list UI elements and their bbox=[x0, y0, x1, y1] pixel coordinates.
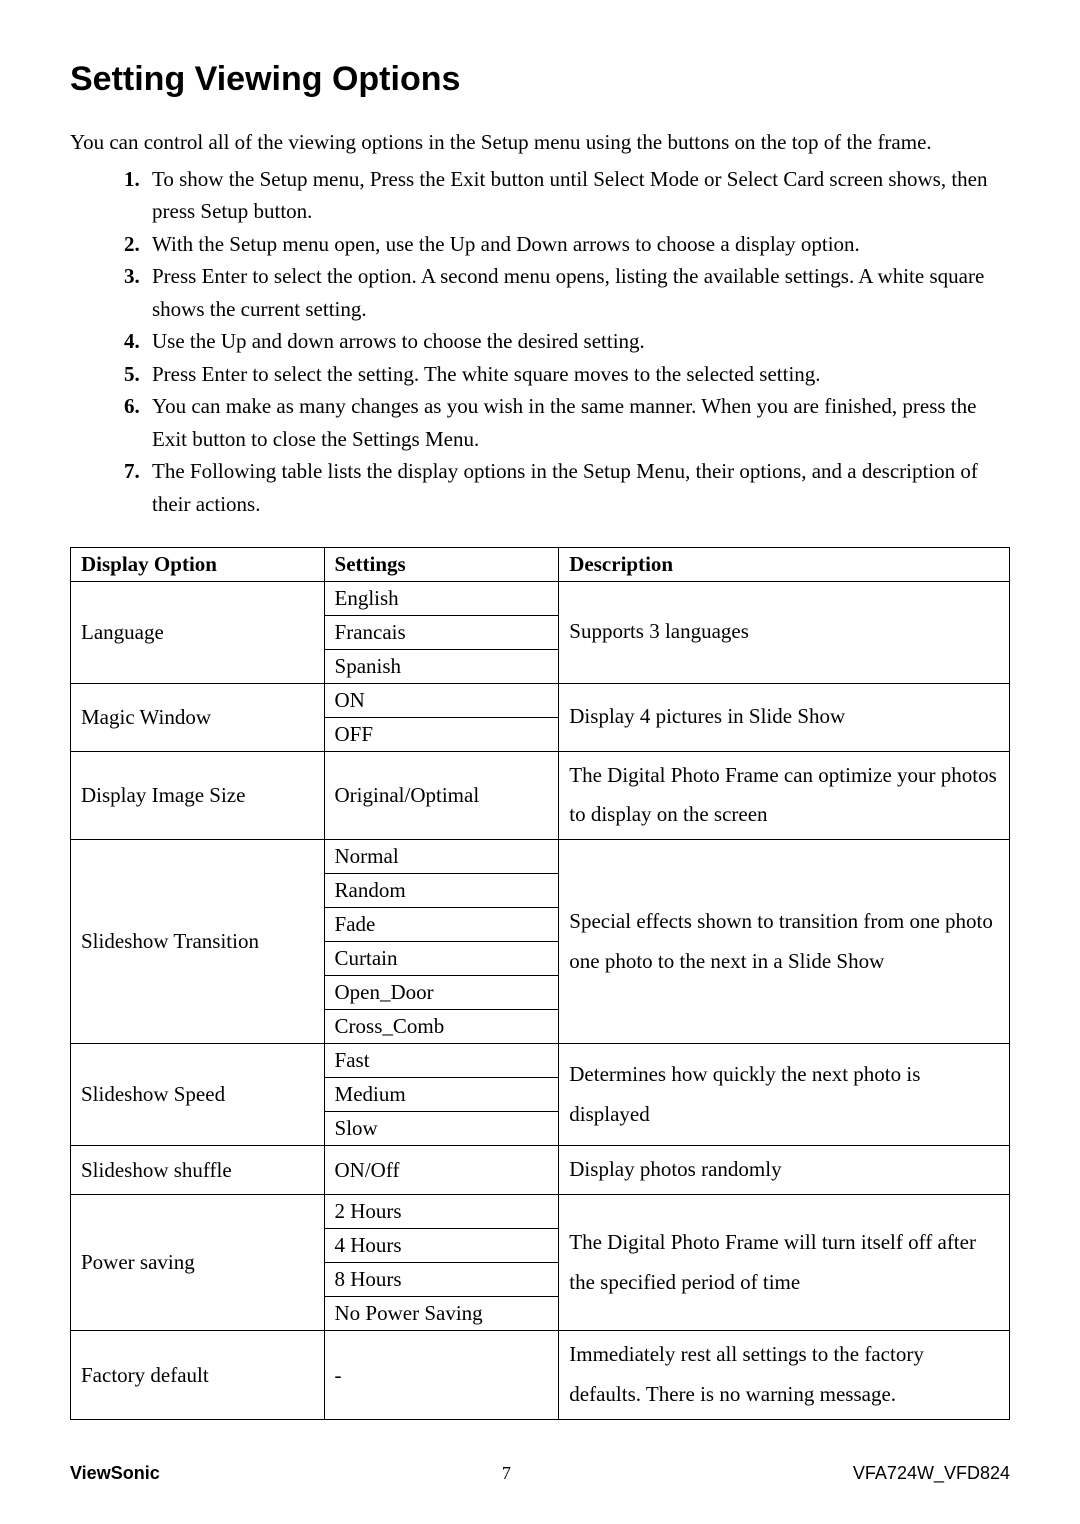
setting-cell: Original/Optimal bbox=[324, 751, 559, 840]
setting-cell: Fast bbox=[324, 1044, 559, 1078]
setting-cell: Fade bbox=[324, 908, 559, 942]
table-row: Language English Supports 3 languages bbox=[71, 581, 1010, 615]
table-row: Slideshow Transition Normal Special effe… bbox=[71, 840, 1010, 874]
step-item: Press Enter to select the setting. The w… bbox=[130, 358, 1010, 391]
table-row: Display Image Size Original/Optimal The … bbox=[71, 751, 1010, 840]
step-item: You can make as many changes as you wish… bbox=[130, 390, 1010, 455]
setting-cell: Cross_Comb bbox=[324, 1010, 559, 1044]
setting-cell: Francais bbox=[324, 615, 559, 649]
option-cell: Power saving bbox=[71, 1195, 325, 1331]
setting-cell: 2 Hours bbox=[324, 1195, 559, 1229]
step-item: The Following table lists the display op… bbox=[130, 455, 1010, 520]
footer-page-number: 7 bbox=[502, 1463, 511, 1484]
page-title: Setting Viewing Options bbox=[70, 60, 1010, 99]
setting-cell: Medium bbox=[324, 1078, 559, 1112]
description-cell: Display 4 pictures in Slide Show bbox=[559, 683, 1010, 751]
description-cell: The Digital Photo Frame will turn itself… bbox=[559, 1195, 1010, 1331]
setting-cell: Normal bbox=[324, 840, 559, 874]
header-settings: Settings bbox=[324, 547, 559, 581]
setting-cell: Curtain bbox=[324, 942, 559, 976]
setting-cell: 8 Hours bbox=[324, 1263, 559, 1297]
option-cell: Slideshow Speed bbox=[71, 1044, 325, 1146]
header-description: Description bbox=[559, 547, 1010, 581]
step-item: Press Enter to select the option. A seco… bbox=[130, 260, 1010, 325]
description-cell: Special effects shown to transition from… bbox=[559, 840, 1010, 1044]
description-cell: Immediately rest all settings to the fac… bbox=[559, 1331, 1010, 1420]
description-cell: Determines how quickly the next photo is… bbox=[559, 1044, 1010, 1146]
footer-brand: ViewSonic bbox=[70, 1463, 160, 1484]
table-row: Magic Window ON Display 4 pictures in Sl… bbox=[71, 683, 1010, 717]
setting-cell: OFF bbox=[324, 717, 559, 751]
option-cell: Slideshow Transition bbox=[71, 840, 325, 1044]
setting-cell: ON bbox=[324, 683, 559, 717]
options-table: Display Option Settings Description Lang… bbox=[70, 547, 1010, 1420]
steps-list: To show the Setup menu, Press the Exit b… bbox=[70, 163, 1010, 521]
setting-cell: Spanish bbox=[324, 649, 559, 683]
description-cell: Display photos randomly bbox=[559, 1146, 1010, 1195]
setting-cell: Open_Door bbox=[324, 976, 559, 1010]
step-item: Use the Up and down arrows to choose the… bbox=[130, 325, 1010, 358]
table-row: Factory default - Immediately rest all s… bbox=[71, 1331, 1010, 1420]
setting-cell: English bbox=[324, 581, 559, 615]
setting-cell: Slow bbox=[324, 1112, 559, 1146]
setting-cell: Random bbox=[324, 874, 559, 908]
intro-text: You can control all of the viewing optio… bbox=[70, 127, 1010, 159]
setting-cell: 4 Hours bbox=[324, 1229, 559, 1263]
header-display-option: Display Option bbox=[71, 547, 325, 581]
table-header-row: Display Option Settings Description bbox=[71, 547, 1010, 581]
setting-cell: - bbox=[324, 1331, 559, 1420]
setting-cell: ON/Off bbox=[324, 1146, 559, 1195]
option-cell: Factory default bbox=[71, 1331, 325, 1420]
description-cell: The Digital Photo Frame can optimize you… bbox=[559, 751, 1010, 840]
option-cell: Language bbox=[71, 581, 325, 683]
setting-cell: No Power Saving bbox=[324, 1297, 559, 1331]
option-cell: Slideshow shuffle bbox=[71, 1146, 325, 1195]
option-cell: Magic Window bbox=[71, 683, 325, 751]
step-item: With the Setup menu open, use the Up and… bbox=[130, 228, 1010, 261]
footer-model: VFA724W_VFD824 bbox=[853, 1463, 1010, 1484]
page-footer: ViewSonic 7 VFA724W_VFD824 bbox=[70, 1463, 1010, 1484]
table-row: Power saving 2 Hours The Digital Photo F… bbox=[71, 1195, 1010, 1229]
table-row: Slideshow Speed Fast Determines how quic… bbox=[71, 1044, 1010, 1078]
table-row: Slideshow shuffle ON/Off Display photos … bbox=[71, 1146, 1010, 1195]
step-item: To show the Setup menu, Press the Exit b… bbox=[130, 163, 1010, 228]
description-cell: Supports 3 languages bbox=[559, 581, 1010, 683]
option-cell: Display Image Size bbox=[71, 751, 325, 840]
